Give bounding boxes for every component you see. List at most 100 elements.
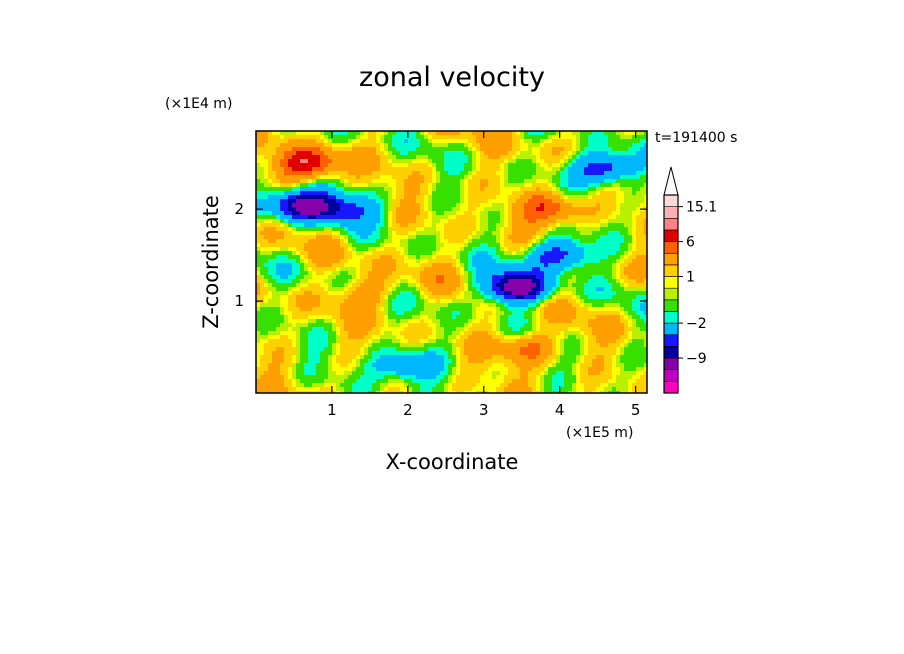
field-cell [344, 179, 349, 184]
field-cell [500, 219, 505, 224]
field-cell [608, 167, 613, 172]
field-cell [548, 167, 553, 172]
field-cell [328, 131, 333, 136]
field-cell [584, 247, 589, 252]
field-cell [416, 235, 421, 240]
field-cell [476, 139, 481, 144]
field-cell [636, 291, 641, 296]
field-cell [348, 319, 353, 324]
field-cell [332, 267, 337, 272]
field-cell [556, 179, 561, 184]
field-cell [420, 235, 425, 240]
field-cell [572, 151, 577, 156]
field-cell [268, 247, 273, 252]
field-cell [528, 271, 533, 276]
field-cell [260, 223, 265, 228]
field-cell [580, 167, 585, 172]
field-cell [568, 207, 573, 212]
field-cell [544, 315, 549, 320]
field-cell [496, 259, 501, 264]
field-cell [496, 235, 501, 240]
field-cell [628, 207, 633, 212]
field-cell [280, 331, 285, 336]
field-cell [604, 179, 609, 184]
field-cell [296, 159, 301, 164]
field-cell [592, 163, 597, 168]
field-cell [456, 131, 461, 136]
field-cell [576, 255, 581, 260]
field-cell [260, 271, 265, 276]
field-cell [600, 147, 605, 152]
field-cell [644, 187, 647, 192]
field-cell [456, 239, 461, 244]
field-cell [400, 235, 405, 240]
field-cell [500, 187, 505, 192]
field-cell [260, 147, 265, 152]
field-cell [532, 323, 537, 328]
field-cell [268, 135, 273, 140]
field-cell [348, 283, 353, 288]
field-cell [344, 311, 349, 316]
field-cell [496, 143, 501, 148]
field-cell [560, 239, 565, 244]
field-cell [356, 319, 361, 324]
field-cell [300, 151, 305, 156]
field-cell [384, 299, 389, 304]
field-cell [428, 167, 433, 172]
field-cell [544, 287, 549, 292]
field-cell [288, 283, 293, 288]
field-cell [548, 307, 553, 312]
field-cell [428, 195, 433, 200]
field-cell [492, 307, 497, 312]
field-cell [612, 215, 617, 220]
field-cell [404, 179, 409, 184]
field-cell [484, 307, 489, 312]
field-cell [360, 263, 365, 268]
field-cell [428, 311, 433, 316]
field-cell [316, 175, 321, 180]
field-cell [604, 315, 609, 320]
field-cell [508, 179, 513, 184]
field-cell [544, 247, 549, 252]
field-cell [528, 163, 533, 168]
field-cell [528, 251, 533, 256]
field-cell [576, 163, 581, 168]
field-cell [308, 171, 313, 176]
field-cell [272, 151, 277, 156]
field-cell [472, 219, 477, 224]
field-cell [492, 195, 497, 200]
field-cell [272, 267, 277, 272]
field-cell [628, 327, 633, 332]
field-cell [412, 275, 417, 280]
field-cell [276, 287, 281, 292]
field-cell [588, 151, 593, 156]
field-cell [596, 223, 601, 228]
field-cell [540, 215, 545, 220]
field-cell [460, 179, 465, 184]
field-cell [548, 295, 553, 300]
field-cell [376, 147, 381, 152]
field-cell [364, 167, 369, 172]
field-cell [416, 223, 421, 228]
field-cell [412, 215, 417, 220]
field-cell [280, 251, 285, 256]
field-cell [404, 167, 409, 172]
field-cell [564, 271, 569, 276]
field-cell [348, 167, 353, 172]
field-cell [584, 315, 589, 320]
field-cell [432, 307, 437, 312]
field-cell [372, 259, 377, 264]
field-cell [340, 247, 345, 252]
field-cell [448, 271, 453, 276]
field-cell [564, 135, 569, 140]
field-cell [460, 227, 465, 232]
field-cell [264, 191, 269, 196]
field-cell [476, 235, 481, 240]
field-cell [356, 155, 361, 160]
field-cell [612, 331, 617, 336]
field-cell [256, 235, 261, 240]
field-cell [588, 283, 593, 288]
field-cell [276, 227, 281, 232]
field-cell [620, 143, 625, 148]
field-cell [584, 255, 589, 260]
